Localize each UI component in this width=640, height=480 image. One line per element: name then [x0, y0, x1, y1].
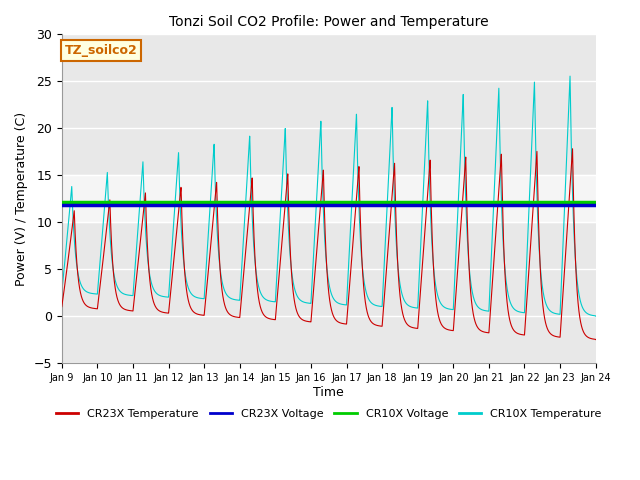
- Legend: CR23X Temperature, CR23X Voltage, CR10X Voltage, CR10X Temperature: CR23X Temperature, CR23X Voltage, CR10X …: [51, 404, 606, 423]
- Bar: [62, 175, 596, 222]
- X-axis label: Time: Time: [314, 385, 344, 398]
- Title: Tonzi Soil CO2 Profile: Power and Temperature: Tonzi Soil CO2 Profile: Power and Temper…: [169, 15, 488, 29]
- Y-axis label: Power (V) / Temperature (C): Power (V) / Temperature (C): [15, 112, 28, 286]
- Text: TZ_soilco2: TZ_soilco2: [65, 44, 137, 57]
